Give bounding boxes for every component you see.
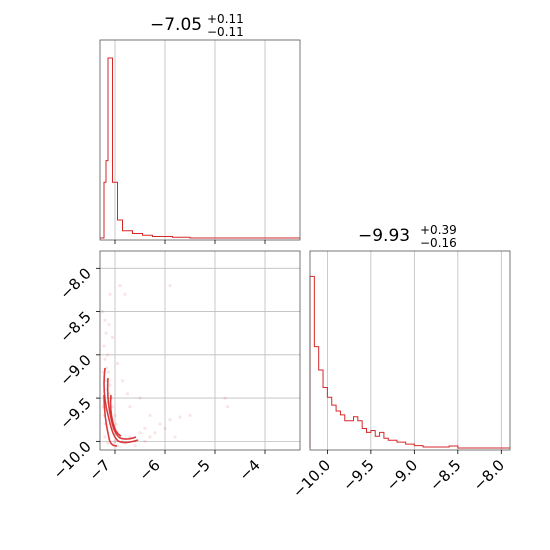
scatter-point: [114, 422, 118, 426]
scatter-point: [105, 441, 110, 445]
title-param-2: −9.93: [358, 226, 410, 246]
scatter-point: [108, 292, 112, 296]
scatter-point: [168, 284, 172, 288]
contour-line-2: [106, 377, 137, 440]
scatter-point: [225, 405, 230, 409]
x-tick-label: −6: [135, 456, 163, 484]
scatter-point: [118, 284, 122, 288]
y-tick-label: −8.0: [56, 264, 94, 302]
title-param-1-upper: +0.11: [207, 12, 244, 26]
y-tick-label: −9.5: [56, 394, 94, 432]
scatter-point: [158, 422, 162, 426]
contour-line-1: [103, 367, 139, 444]
scatter-point: [143, 439, 147, 443]
histogram-frame-param-1: [99, 39, 301, 241]
scatter-point: [108, 383, 112, 387]
scatter-point: [148, 413, 152, 417]
scatter-point: [110, 405, 115, 409]
scatter-point: [123, 292, 127, 296]
scatter-point: [128, 405, 132, 409]
x-tick-label: −4: [235, 456, 263, 484]
scatter-point: [113, 439, 117, 443]
title-param-2-lower: −0.16: [420, 236, 457, 250]
x-tick-label: −8.5: [426, 456, 464, 494]
x-tick-label: −9.0: [383, 456, 421, 494]
histogram-line-param-2: [309, 275, 510, 449]
contour-line-4: [103, 394, 118, 447]
x-tick-label: −7: [85, 456, 113, 484]
scatter-point: [110, 335, 115, 340]
scatter-point: [103, 318, 107, 322]
scatter-point: [188, 413, 192, 417]
scatter-point: [133, 444, 137, 448]
x-tick-label: −5: [185, 456, 213, 484]
x-tick-label: −9.5: [339, 456, 377, 494]
scatter-point: [107, 322, 111, 327]
scatter-frame: [99, 250, 301, 451]
scatter-point: [113, 413, 117, 417]
title-param-1: −7.05: [150, 15, 202, 35]
histogram-line-param-1: [100, 57, 300, 239]
scatter-point: [102, 344, 106, 348]
y-tick-label: −10.0: [50, 437, 95, 482]
title-param-1-lower: −0.11: [207, 25, 244, 39]
scatter-point: [178, 415, 182, 419]
title-param-1-value: −7.05: [150, 15, 202, 35]
scatter-point: [106, 370, 111, 374]
scatter-point: [104, 331, 108, 335]
x-tick-label: −10.0: [289, 456, 334, 501]
scatter-point: [173, 435, 177, 439]
scatter-point: [168, 418, 172, 422]
title-param-2-upper: +0.39: [420, 223, 457, 237]
contour-line-3: [109, 394, 122, 437]
scatter-point: [223, 396, 227, 400]
scatter-point: [115, 361, 120, 366]
scatter-point: [163, 426, 167, 430]
scatter-point: [125, 392, 130, 396]
scatter-point: [143, 426, 147, 430]
histogram-panel-param-1: −7.05 +0.11 −0.11: [99, 12, 301, 244]
title-param-2-value: −9.93: [358, 226, 410, 246]
scatter-point: [138, 396, 142, 400]
scatter-point: [100, 309, 105, 314]
scatter-point: [103, 357, 107, 361]
y-tick-label: −8.5: [56, 308, 94, 346]
histogram-frame-param-2: [309, 250, 511, 451]
scatter-point: [138, 431, 142, 435]
scatter-panel: −7 −6 −5 −4 −10.0 −9.5 −9.0 −8.5 −8.0: [50, 250, 301, 484]
scatter-point: [103, 435, 107, 439]
histogram-panel-param-2: −10.0 −9.5 −9.0 −8.5 −8.0 −9.93 +0.39 −0.16: [289, 223, 511, 501]
x-tick-label: −8.0: [470, 456, 508, 494]
density-contours: [103, 367, 139, 447]
y-tick-label: −9.0: [56, 351, 94, 389]
scatter-point: [153, 431, 157, 435]
scatter-point: [148, 435, 152, 439]
scatter-point: [120, 379, 125, 383]
scatter-point: [105, 353, 110, 357]
